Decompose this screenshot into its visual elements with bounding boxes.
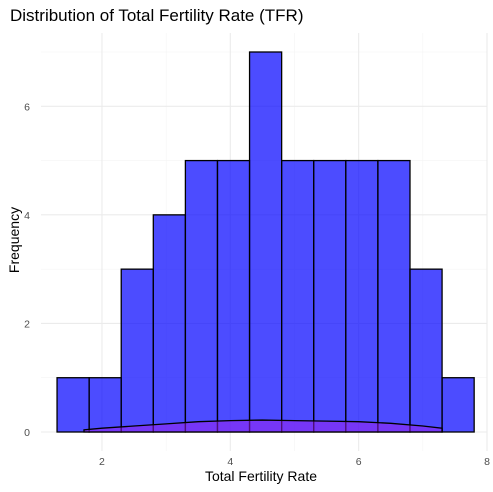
y-tick-label: 4 (24, 210, 30, 222)
y-tick-label: 2 (24, 318, 30, 330)
y-tick-label: 0 (24, 427, 30, 439)
y-axis-ticks: 0 2 4 6 (24, 101, 30, 439)
histogram-bar-3 (120, 268, 154, 433)
x-tick-label: 2 (99, 456, 105, 468)
histogram-bar-7 (248, 51, 283, 433)
y-tick-label: 6 (24, 101, 30, 113)
histogram-bar-5 (184, 159, 219, 433)
histogram-bar-4 (152, 214, 187, 433)
y-axis-title: Frequency (6, 207, 22, 273)
histogram-bar-1 (56, 377, 90, 433)
x-tick-label: 6 (356, 456, 362, 468)
density-curve (83, 419, 443, 433)
histogram-bars (56, 51, 475, 433)
histogram-bar-11 (377, 159, 411, 433)
histogram-bar-12 (409, 268, 443, 433)
chart-title: Distribution of Total Fertility Rate (TF… (10, 6, 303, 25)
histogram-bar-10 (345, 159, 379, 433)
x-tick-label: 4 (227, 456, 233, 468)
density-curve-group (83, 419, 443, 433)
x-axis-ticks: 2 4 6 8 (99, 456, 490, 468)
x-tick-label: 8 (484, 456, 490, 468)
histogram-bar-8 (280, 159, 315, 433)
histogram-bar-9 (313, 159, 347, 433)
x-axis-title: Total Fertility Rate (205, 468, 317, 484)
histogram-bar-13 (441, 377, 475, 433)
histogram-bar-6 (216, 159, 251, 433)
histogram-bar-2 (88, 377, 122, 433)
